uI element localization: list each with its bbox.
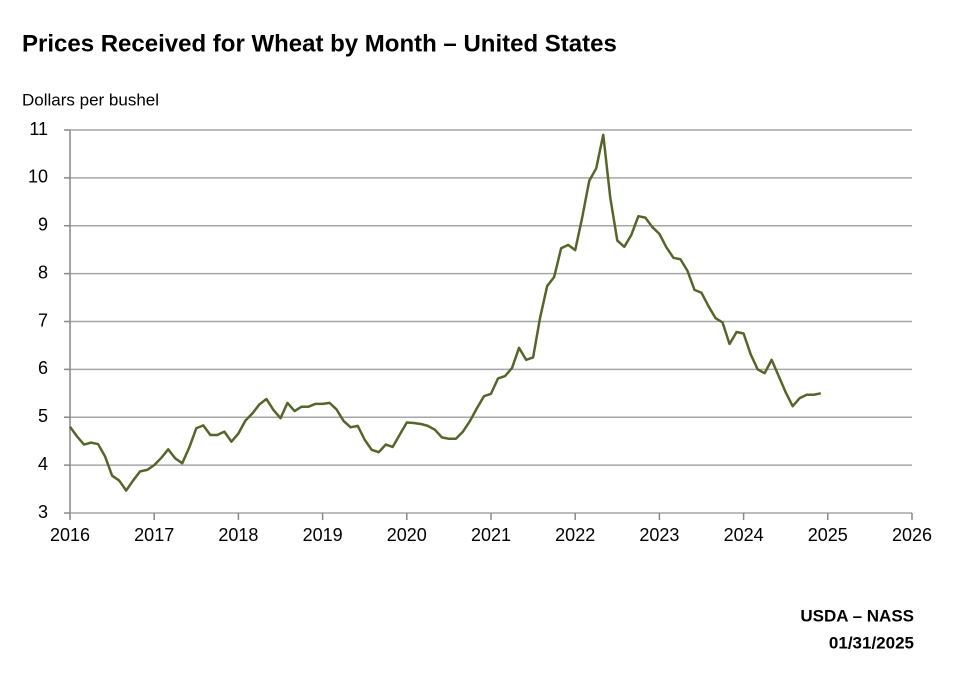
y-tick-label: 9 (38, 215, 48, 235)
y-tick-label: 11 (29, 119, 48, 139)
date: 01/31/2025 (829, 633, 914, 652)
chart-title: Prices Received for Wheat by Month – Uni… (22, 30, 617, 57)
x-tick-label: 2016 (50, 525, 90, 545)
x-tick-label: 2019 (303, 525, 343, 545)
source: USDA – NASS (800, 606, 914, 625)
y-tick-label: 6 (38, 358, 48, 378)
x-tick-label: 2020 (387, 525, 427, 545)
y-tick-label: 7 (38, 310, 48, 330)
y-tick-label: 8 (38, 262, 48, 282)
y-tick-label: 3 (38, 502, 48, 522)
y-tick-label: 4 (38, 454, 48, 474)
x-tick-label: 2021 (471, 525, 511, 545)
x-tick-label: 2023 (639, 525, 679, 545)
y-tick-label: 10 (28, 167, 48, 187)
x-tick-label: 2018 (218, 525, 258, 545)
x-tick-label: 2026 (892, 525, 932, 545)
x-tick-label: 2024 (724, 525, 764, 545)
price-line (68, 133, 822, 492)
y-axis-label: Dollars per bushel (22, 90, 159, 109)
y-tick-label: 5 (38, 406, 48, 426)
x-tick-label: 2025 (808, 525, 848, 545)
x-tick-label: 2022 (555, 525, 595, 545)
x-tick-label: 2017 (134, 525, 174, 545)
